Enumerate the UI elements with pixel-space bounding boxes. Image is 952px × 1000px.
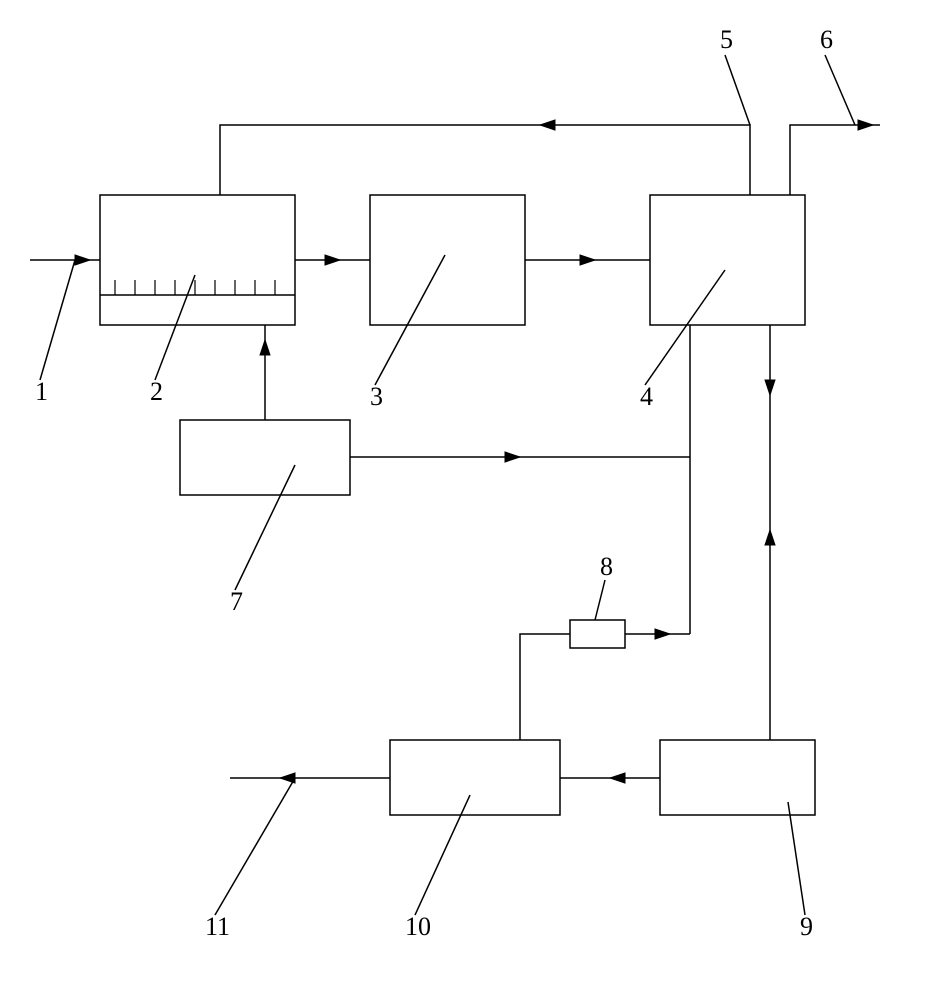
leader-5	[725, 55, 750, 125]
label-2: 2	[150, 377, 163, 406]
label-11: 11	[205, 912, 230, 941]
block-8	[570, 620, 625, 648]
block-10	[390, 740, 560, 815]
leader-9	[788, 802, 805, 915]
label-1: 1	[35, 377, 48, 406]
label-10: 10	[405, 912, 431, 941]
label-9: 9	[800, 912, 813, 941]
label-6: 6	[820, 25, 833, 54]
block-7	[180, 420, 350, 495]
block-2	[100, 195, 295, 325]
label-5: 5	[720, 25, 733, 54]
line-10-to-8	[520, 634, 570, 740]
label-4: 4	[640, 382, 653, 411]
line-5-feedback	[220, 125, 750, 195]
block-4	[650, 195, 805, 325]
leader-6	[825, 55, 855, 125]
block-9	[660, 740, 815, 815]
block-3	[370, 195, 525, 325]
label-3: 3	[370, 382, 383, 411]
flowchart-diagram: 1 2 3 4 5 6 7 8 9 10 11	[0, 0, 952, 1000]
leader-11	[215, 778, 295, 915]
label-7: 7	[230, 587, 243, 616]
leader-8	[595, 580, 605, 620]
leader-1	[40, 260, 75, 380]
label-8: 8	[600, 552, 613, 581]
line-6-out	[790, 125, 880, 195]
